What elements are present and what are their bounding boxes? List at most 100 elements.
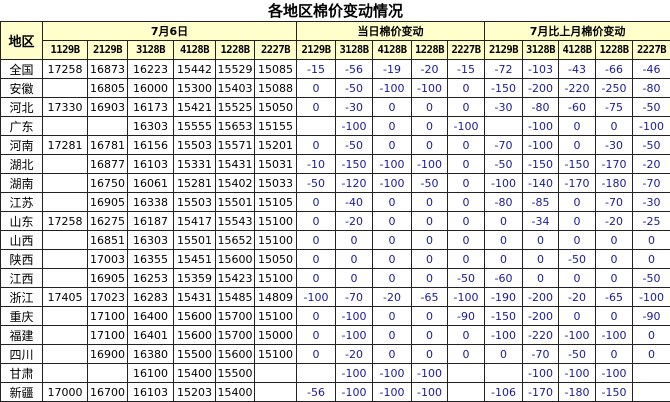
price-cell: 15331 [174,155,216,174]
price-cell: 16173 [128,98,174,117]
monthly-change-cell: 0 [596,117,633,136]
monthly-change-cell: -150 [485,79,523,98]
daily-change-cell: 0 [412,98,448,117]
daily-change-cell: 0 [412,193,448,212]
daily-change-cell: -100 [336,383,373,402]
monthly-change-cell: 0 [485,231,523,250]
monthly-change-column-header: 1228B [596,41,633,60]
price-cell: 15555 [174,117,216,136]
monthly-change-cell: -60 [485,269,523,288]
monthly-change-cell: -25 [633,212,670,231]
price-cell: 15100 [255,231,297,250]
daily-change-cell: -20 [336,212,373,231]
monthly-change-cell: -100 [633,117,670,136]
price-cell: 15525 [216,98,255,117]
daily-change-cell: 0 [412,269,448,288]
daily-change-cell: 0 [448,250,485,269]
region-cell: 河北 [1,98,43,117]
monthly-change-cell: -100 [523,117,559,136]
price-cell: 16700 [88,383,128,402]
monthly-change-cell: -75 [596,98,633,117]
region-cell: 重庆 [1,307,43,326]
monthly-change-cell: -50 [559,345,596,364]
price-cell: 15652 [216,231,255,250]
price-cell: 16355 [128,250,174,269]
price-cell [43,231,88,250]
price-cell: 17281 [43,136,88,155]
daily-change-cell: 0 [448,174,485,193]
price-cell: 15431 [174,288,216,307]
region-cell: 山西 [1,231,43,250]
region-cell: 广东 [1,117,43,136]
monthly-change-cell: 0 [633,231,670,250]
monthly-change-cell: -30 [596,136,633,155]
price-cell: 15100 [255,269,297,288]
price-cell [43,79,88,98]
monthly-change-cell: -100 [523,364,559,383]
daily-change-cell: -50 [336,79,373,98]
monthly-change-cell: -150 [559,155,596,174]
price-cell: 16283 [128,288,174,307]
daily-change-cell: -90 [448,307,485,326]
monthly-change-cell: -46 [633,60,670,79]
daily-change-cell: 0 [373,269,412,288]
monthly-change-cell: 0 [596,250,633,269]
daily-change-cell: 0 [412,345,448,364]
monthly-change-cell: -50 [633,98,670,117]
daily-change-cell: 0 [297,136,336,155]
price-cell: 15300 [174,79,216,98]
monthly-change-cell: -100 [596,364,633,383]
monthly-change-cell: -200 [523,307,559,326]
monthly-change-cell: -100 [559,364,596,383]
daily-change-cell [448,383,485,402]
daily-change-cell: 0 [412,326,448,345]
daily-change-cell: -100 [373,383,412,402]
price-cell: 15442 [174,60,216,79]
region-cell: 江苏 [1,193,43,212]
monthly-change-cell [633,383,670,402]
daily-change-cell: 0 [373,231,412,250]
region-cell: 江西 [1,269,43,288]
price-cell: 15201 [255,136,297,155]
price-cell: 15402 [216,174,255,193]
price-cell: 15085 [255,60,297,79]
daily-change-cell: -56 [336,60,373,79]
price-cell: 15653 [216,117,255,136]
monthly-change-cell: 0 [559,231,596,250]
monthly-change-cell: -180 [596,174,633,193]
price-column-header: 4128B [174,41,216,60]
region-cell: 湖南 [1,174,43,193]
price-cell: 15400 [216,383,255,402]
monthly-change-cell: -20 [596,212,633,231]
region-cell: 浙江 [1,288,43,307]
daily-change-cell: -100 [412,364,448,383]
daily-change-cell: 0 [297,212,336,231]
monthly-change-cell: 0 [596,269,633,288]
region-cell: 新疆 [1,383,43,402]
monthly-change-cell: -34 [523,212,559,231]
daily-change-cell: 0 [297,326,336,345]
daily-change-cell: 0 [336,250,373,269]
region-cell: 全国 [1,60,43,79]
monthly-change-cell: 0 [559,307,596,326]
monthly-change-cell: -20 [559,288,596,307]
region-cell: 甘肃 [1,364,43,383]
monthly-change-cell: -30 [485,98,523,117]
price-cell: 15403 [216,79,255,98]
daily-change-column-header: 1228B [412,41,448,60]
region-cell: 福建 [1,326,43,345]
daily-change-cell: 0 [373,193,412,212]
monthly-change-cell: -220 [559,79,596,98]
price-cell [43,364,88,383]
monthly-change-column-header: 4128B [559,41,596,60]
daily-change-cell: -20 [412,60,448,79]
price-cell: 16303 [128,231,174,250]
daily-change-cell: 0 [412,231,448,250]
monthly-change-cell [485,117,523,136]
price-cell: 16061 [128,174,174,193]
